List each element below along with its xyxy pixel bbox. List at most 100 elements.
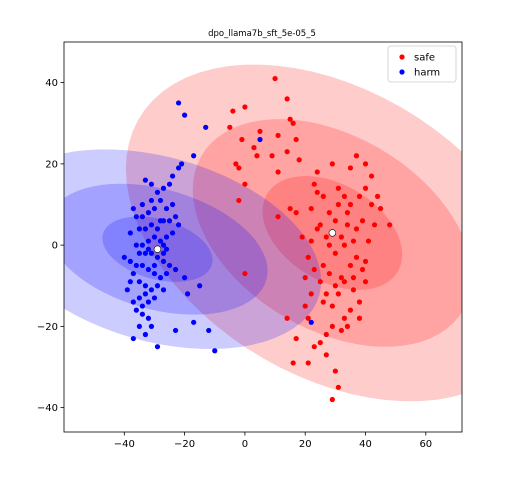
legend: safe harm — [387, 45, 457, 83]
harm-point — [169, 201, 176, 208]
harm-point — [139, 242, 145, 248]
harm-point — [151, 262, 158, 269]
safe-point — [350, 275, 357, 281]
safe-point — [335, 384, 341, 390]
safe-point — [332, 218, 338, 224]
harm-point — [139, 214, 145, 220]
safe-point — [323, 331, 329, 338]
harm-point — [169, 173, 176, 179]
safe-point — [293, 210, 299, 216]
legend-marker-safe — [399, 54, 405, 60]
safe-point — [329, 323, 335, 329]
harm-point — [127, 258, 133, 264]
harm-point — [154, 189, 161, 195]
safe-point — [311, 266, 317, 273]
harm-point — [257, 136, 263, 143]
harm-point — [163, 205, 170, 212]
safe-point — [347, 262, 354, 269]
harm-point — [178, 161, 185, 167]
harm-point — [121, 254, 127, 260]
safe-point — [233, 161, 239, 167]
safe-point — [314, 226, 320, 232]
harm-point — [163, 246, 170, 252]
safe-point — [314, 169, 320, 175]
harm-point — [169, 230, 176, 236]
safe-point — [311, 344, 317, 350]
y-tick-label: −20 — [37, 322, 58, 333]
safe-point — [338, 327, 344, 334]
harm-point — [157, 275, 164, 281]
legend-label-harm: harm — [414, 68, 440, 79]
safe-point — [236, 197, 242, 204]
safe-point — [269, 153, 275, 159]
safe-point — [320, 262, 326, 269]
harm-point — [139, 311, 145, 317]
safe-point — [341, 315, 348, 321]
harm-point — [175, 165, 182, 171]
safe-point — [317, 279, 323, 285]
legend-label-safe: safe — [414, 53, 435, 64]
legend-marker-harm — [399, 69, 405, 75]
safe-point — [335, 185, 341, 191]
harm-point — [148, 181, 155, 187]
safe-point — [332, 368, 338, 374]
safe-point — [350, 238, 357, 244]
harm-point — [160, 287, 167, 293]
safe-point — [320, 299, 326, 305]
safe-point — [308, 205, 314, 212]
safe-point — [344, 323, 351, 329]
safe-point — [251, 145, 257, 151]
safe-point — [287, 116, 293, 122]
safe-point — [341, 193, 348, 199]
harm-point — [182, 112, 188, 118]
safe-point — [302, 275, 308, 281]
safe-point — [368, 201, 375, 208]
safe-point — [353, 153, 360, 159]
x-tick-label: 40 — [359, 439, 372, 450]
safe-point — [362, 258, 369, 264]
harm-point — [154, 226, 161, 232]
safe-point — [326, 270, 332, 277]
safe-point — [296, 157, 302, 163]
safe-point — [341, 279, 348, 285]
safe-point — [371, 222, 378, 228]
safe-ellipse-2 — [192, 119, 462, 347]
harm-point — [145, 210, 152, 216]
safe-point — [387, 222, 393, 228]
safe-point — [272, 75, 278, 82]
harm-center-marker — [153, 245, 162, 253]
harm-point — [148, 323, 155, 329]
safe-point — [230, 108, 236, 114]
x-tick-label: 0 — [242, 439, 248, 450]
safe-point — [317, 222, 323, 228]
harm-point — [142, 226, 149, 232]
harm-point — [206, 327, 212, 334]
safe-point — [284, 96, 290, 102]
harm-point — [136, 279, 142, 285]
safe-point — [329, 396, 335, 403]
safe-point — [290, 120, 296, 126]
harm-point — [182, 275, 188, 281]
harm-point — [172, 266, 179, 273]
x-tick-label: −20 — [174, 439, 195, 450]
safe-point — [275, 169, 281, 175]
harm-point — [163, 270, 170, 277]
safe-point — [335, 201, 341, 208]
harm-point — [130, 270, 136, 277]
harm-point — [145, 238, 152, 244]
safe-point — [329, 303, 335, 309]
safe-point — [311, 181, 317, 187]
harm-point — [130, 335, 136, 342]
safe-point — [293, 136, 299, 143]
safe-point — [290, 360, 296, 366]
safe-point — [326, 242, 332, 248]
harm-point — [185, 291, 191, 297]
safe-point — [305, 254, 311, 260]
x-tick-label: 20 — [299, 439, 312, 450]
harm-point — [160, 258, 167, 264]
safe-center-marker — [328, 229, 337, 237]
axes: −40 −20 0 20 40 60 −40 −20 0 20 40 — [37, 78, 432, 450]
plot-frame — [63, 41, 463, 433]
harm-point — [145, 246, 152, 252]
